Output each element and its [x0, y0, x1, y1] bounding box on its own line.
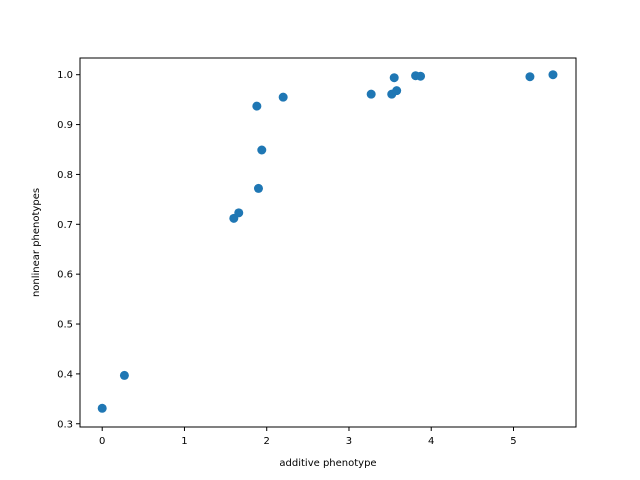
y-tick-label: 0.3	[57, 419, 73, 430]
y-tick-label: 0.7	[57, 220, 73, 231]
y-tick-label: 0.5	[57, 320, 73, 331]
x-tick-label: 0	[99, 436, 105, 447]
x-axis-ticks: 0 1 2 3 4 5	[99, 427, 517, 447]
data-point	[548, 70, 558, 80]
data-point	[416, 71, 426, 81]
y-axis-ticks: 0.3 0.4 0.5 0.6 0.7 0.8 0.9 1.0	[57, 70, 80, 430]
data-points	[97, 70, 558, 413]
y-tick-label: 0.9	[57, 120, 73, 131]
y-tick-label: 0.6	[57, 270, 73, 281]
x-tick-label: 2	[264, 436, 270, 447]
x-tick-label: 1	[181, 436, 187, 447]
axes-frame	[79, 57, 577, 428]
data-point	[234, 208, 244, 218]
data-point	[392, 86, 402, 96]
y-axis-label: nonlinear phenotypes	[31, 188, 42, 297]
data-point	[257, 145, 267, 155]
x-axis-label: additive phenotype	[279, 458, 376, 469]
data-point	[366, 89, 376, 99]
plot-area: 0 1 2 3 4 5 0.3 0.4 0.5 0.6 0.7 0.8 0.9 1.0	[57, 57, 577, 447]
data-point	[119, 370, 129, 380]
data-point	[525, 72, 535, 82]
x-tick-label: 4	[428, 436, 434, 447]
y-tick-label: 1.0	[57, 70, 73, 81]
data-point	[389, 73, 399, 83]
data-point	[252, 101, 262, 111]
data-point	[97, 403, 107, 413]
x-tick-label: 5	[510, 436, 516, 447]
x-tick-label: 3	[346, 436, 352, 447]
data-point	[278, 92, 288, 102]
y-tick-label: 0.8	[57, 170, 73, 181]
data-point	[253, 183, 263, 193]
y-tick-label: 0.4	[57, 369, 73, 380]
